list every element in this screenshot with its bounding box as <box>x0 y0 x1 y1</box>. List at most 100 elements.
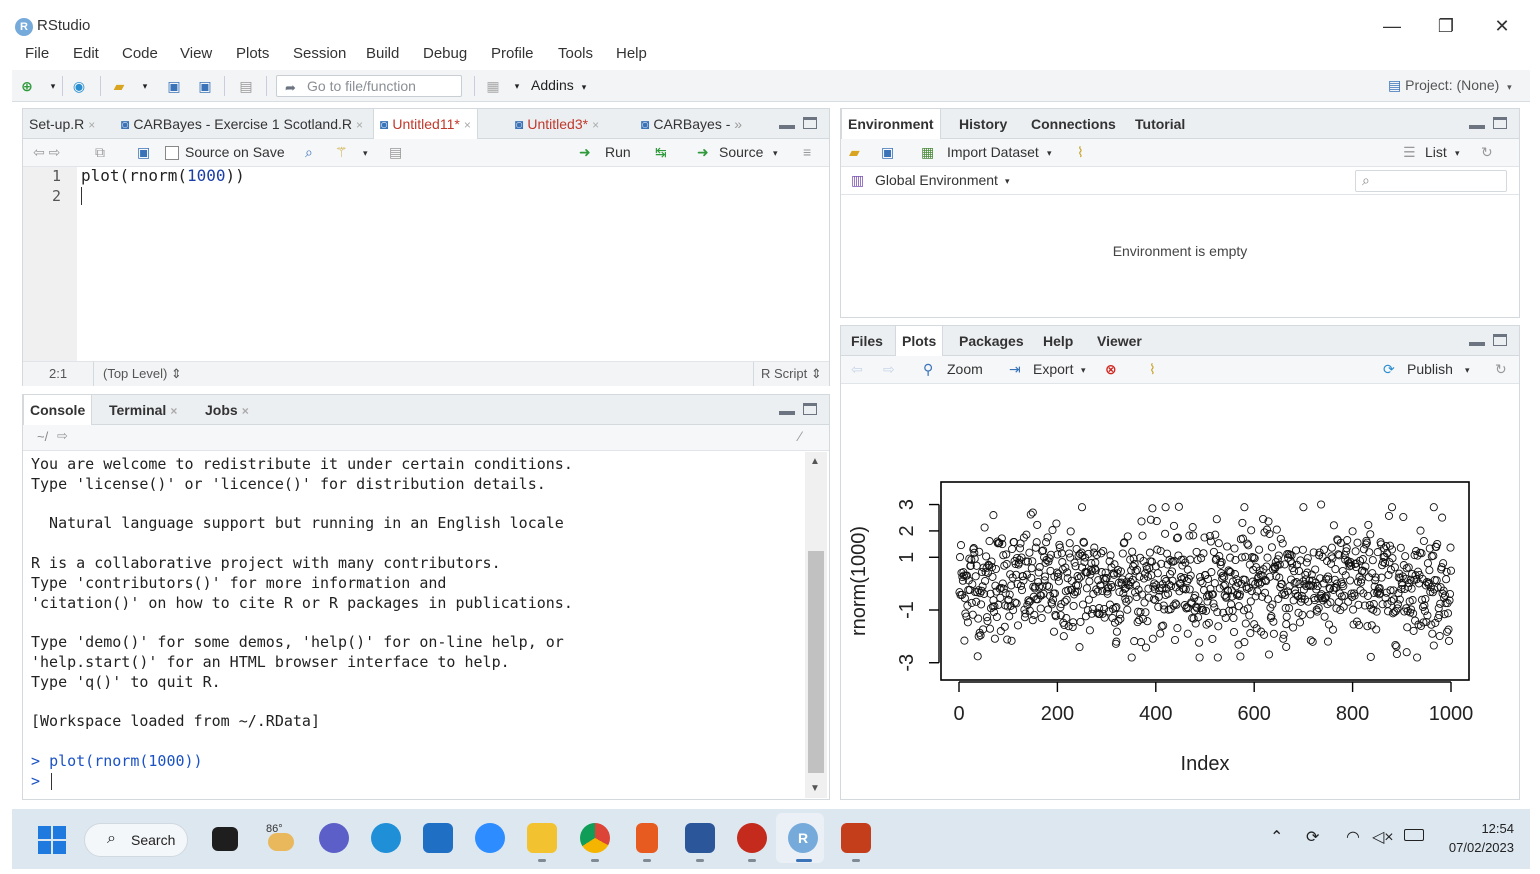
rstudio-taskbar-icon[interactable]: R <box>788 823 818 853</box>
chrome-browser-icon[interactable] <box>580 823 610 853</box>
word-icon[interactable] <box>685 823 715 853</box>
menu-code[interactable]: Code <box>122 45 158 62</box>
mail-icon[interactable] <box>423 823 453 853</box>
close-icon[interactable]: × <box>88 118 96 132</box>
layout-dropdown-icon[interactable]: ▾ <box>514 81 520 91</box>
save-all-icon[interactable]: ▣ <box>198 78 212 94</box>
tab-packages[interactable]: Packages <box>959 333 1024 349</box>
pdf-reader-icon[interactable] <box>636 823 658 853</box>
code-tools-dropdown-icon[interactable]: ▾ <box>363 148 368 158</box>
file-type-selector[interactable]: R Script ⇕ <box>761 366 822 381</box>
clear-console-icon[interactable]: ⁄ <box>799 428 802 444</box>
new-project-icon[interactable]: ◉ <box>72 78 86 94</box>
close-icon[interactable]: × <box>592 118 600 132</box>
new-file-icon[interactable]: ⊕ <box>21 78 33 94</box>
menu-plots[interactable]: Plots <box>236 45 270 62</box>
tab-untitled3[interactable]: ◙ Untitled3* × <box>509 109 605 139</box>
publish-dropdown-icon[interactable]: ▾ <box>1465 365 1470 375</box>
task-view-icon[interactable] <box>212 827 238 851</box>
teams-chat-icon[interactable] <box>319 823 349 853</box>
source-button[interactable]: Source <box>719 144 764 160</box>
tab-jobs[interactable]: Jobs × <box>199 395 255 425</box>
restore-button[interactable]: ❐ <box>1437 16 1455 36</box>
close-icon[interactable]: × <box>170 404 178 418</box>
working-directory[interactable]: ~/ <box>37 429 49 444</box>
source-dropdown-icon[interactable]: ▾ <box>773 148 778 158</box>
tab-carbayes-exercise[interactable]: ◙ CARBayes - Exercise 1 Scotland.R × <box>115 109 369 139</box>
menu-view[interactable]: View <box>180 45 213 62</box>
menu-session[interactable]: Session <box>293 45 347 62</box>
previous-plot-icon[interactable]: ⇦ <box>851 361 863 377</box>
clock-time[interactable]: 12:54 <box>1481 821 1514 836</box>
import-dropdown-icon[interactable]: ▾ <box>1047 148 1052 158</box>
close-icon[interactable]: × <box>463 118 471 132</box>
export-button[interactable]: Export <box>1033 361 1074 377</box>
print-icon[interactable]: ▤ <box>239 78 253 94</box>
global-environment-selector[interactable]: Global Environment <box>875 172 998 188</box>
tab-plots[interactable]: Plots <box>895 326 944 357</box>
tab-carbayes[interactable]: ◙ CARBayes - » <box>635 109 748 139</box>
show-hidden-icons-chevron-icon[interactable]: ⌃ <box>1270 829 1284 846</box>
tab-help[interactable]: Help <box>1043 333 1074 349</box>
goto-file-input[interactable]: ➦ Go to file/function <box>276 75 462 97</box>
menu-debug[interactable]: Debug <box>423 45 468 62</box>
tab-files[interactable]: Files <box>851 333 883 349</box>
minimize-button[interactable]: — <box>1383 16 1401 36</box>
minimize-pane-icon[interactable] <box>779 411 795 415</box>
refresh-plot-icon[interactable]: ↻ <box>1495 361 1507 377</box>
tab-terminal[interactable]: Terminal × <box>103 395 183 425</box>
rerun-icon[interactable]: ↹ <box>655 144 667 160</box>
maximize-pane-icon[interactable] <box>1493 117 1507 129</box>
show-in-window-icon[interactable]: ⧉ <box>95 144 105 160</box>
menu-profile[interactable]: Profile <box>491 45 534 62</box>
tab-console[interactable]: Console <box>23 395 93 426</box>
list-view-selector[interactable]: List <box>1425 144 1447 160</box>
tab-setup[interactable]: Set-up.R × <box>23 109 101 139</box>
open-recent-dropdown-icon[interactable]: ▾ <box>142 81 148 91</box>
sync-icon[interactable]: ⟳ <box>1306 829 1320 846</box>
zoom-app-icon[interactable] <box>475 823 505 853</box>
menu-tools[interactable]: Tools <box>558 45 594 62</box>
red-app-icon[interactable] <box>737 823 767 853</box>
clear-broom-icon[interactable]: ⌇ <box>1077 144 1084 160</box>
windows-start-icon[interactable] <box>38 826 66 854</box>
publish-button[interactable]: Publish <box>1407 361 1453 377</box>
clear-plots-broom-icon[interactable]: ⌇ <box>1149 361 1156 377</box>
menu-build[interactable]: Build <box>366 45 400 62</box>
next-plot-icon[interactable]: ⇨ <box>883 361 895 377</box>
scroll-down-arrow-icon[interactable]: ▼ <box>810 783 820 794</box>
console-input-line[interactable]: > <box>31 772 52 792</box>
remove-plot-icon[interactable]: ⊗ <box>1105 361 1117 377</box>
console-scroll-thumb[interactable] <box>808 551 824 773</box>
clock-date[interactable]: 07/02/2023 <box>1448 840 1514 855</box>
close-button[interactable]: ✕ <box>1494 16 1510 36</box>
weather-temperature[interactable]: 86° <box>266 823 283 835</box>
compile-report-icon[interactable]: ▤ <box>389 144 403 160</box>
maximize-pane-icon[interactable] <box>803 117 817 129</box>
project-menu[interactable]: ▤ Project: (None) ▾ <box>1388 77 1512 94</box>
run-button[interactable]: Run <box>605 144 631 160</box>
new-file-dropdown-icon[interactable]: ▾ <box>50 81 56 91</box>
save-doc-icon[interactable]: ▣ <box>137 144 151 160</box>
find-icon[interactable]: ⌕ <box>305 144 313 160</box>
powerpoint-icon[interactable] <box>841 823 871 853</box>
close-icon[interactable]: × <box>356 118 364 132</box>
environment-dropdown-icon[interactable]: ▾ <box>1005 176 1010 186</box>
tab-connections[interactable]: Connections <box>1031 116 1116 132</box>
save-workspace-icon[interactable]: ▣ <box>881 144 895 160</box>
tab-untitled11[interactable]: ◙ Untitled11* × <box>373 109 478 140</box>
zoom-button[interactable]: Zoom <box>947 361 983 377</box>
file-explorer-icon[interactable] <box>527 823 557 853</box>
import-dataset-button[interactable]: Import Dataset <box>947 144 1039 160</box>
maximize-pane-icon[interactable] <box>803 403 817 415</box>
overflow-chevron-icon[interactable]: » <box>734 116 743 132</box>
outline-icon[interactable]: ≡ <box>803 144 812 160</box>
wifi-icon[interactable]: ◠ <box>1346 829 1360 846</box>
export-dropdown-icon[interactable]: ▾ <box>1081 365 1086 375</box>
minimize-pane-icon[interactable] <box>779 125 795 129</box>
environment-search-input[interactable]: ⌕ <box>1355 170 1507 192</box>
speaker-muted-icon[interactable]: ◁× <box>1372 829 1394 846</box>
maximize-pane-icon[interactable] <box>1493 334 1507 346</box>
save-icon[interactable]: ▣ <box>167 78 181 94</box>
code-line-1[interactable]: plot(rnorm(1000)) <box>81 166 245 185</box>
